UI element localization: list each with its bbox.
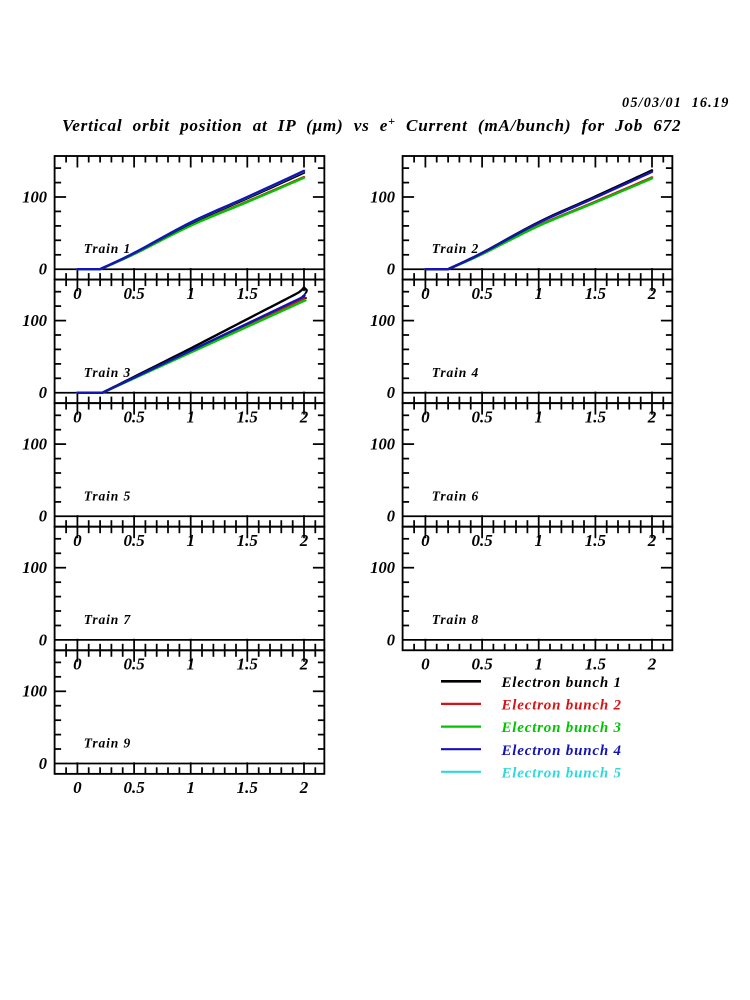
- svg-text:0: 0: [421, 407, 430, 426]
- svg-text:0.5: 0.5: [471, 655, 493, 674]
- svg-text:100: 100: [370, 558, 395, 577]
- svg-text:100: 100: [370, 311, 395, 330]
- svg-text:0: 0: [39, 754, 47, 773]
- svg-text:2: 2: [647, 284, 657, 303]
- svg-text:0: 0: [387, 260, 395, 279]
- svg-text:1: 1: [186, 407, 195, 426]
- svg-text:1.5: 1.5: [237, 531, 259, 550]
- svg-text:Electron bunch 2: Electron bunch 2: [501, 698, 622, 714]
- svg-text:100: 100: [22, 558, 47, 577]
- svg-text:2: 2: [299, 407, 309, 426]
- svg-text:2: 2: [299, 284, 309, 303]
- svg-text:0.5: 0.5: [471, 284, 493, 303]
- svg-text:0: 0: [39, 383, 47, 402]
- svg-text:1.5: 1.5: [585, 655, 607, 674]
- svg-text:0: 0: [39, 630, 47, 649]
- svg-text:0.5: 0.5: [123, 407, 145, 426]
- svg-text:0: 0: [421, 531, 430, 550]
- svg-text:0.5: 0.5: [471, 531, 493, 550]
- svg-text:Electron bunch 5: Electron bunch 5: [501, 765, 622, 781]
- svg-text:1.5: 1.5: [585, 531, 607, 550]
- svg-text:Electron bunch 1: Electron bunch 1: [501, 675, 622, 691]
- svg-text:Train 8: Train 8: [432, 612, 479, 627]
- svg-text:05/03/01 16.19: 05/03/01 16.19: [622, 95, 729, 111]
- svg-text:1.5: 1.5: [237, 407, 259, 426]
- svg-text:100: 100: [22, 435, 47, 454]
- svg-text:Train 2: Train 2: [432, 241, 479, 256]
- svg-text:0: 0: [421, 284, 430, 303]
- svg-text:1: 1: [534, 284, 543, 303]
- svg-text:1: 1: [186, 655, 195, 674]
- svg-text:0: 0: [39, 507, 47, 526]
- svg-text:100: 100: [22, 682, 47, 701]
- svg-text:2: 2: [299, 655, 309, 674]
- svg-text:1: 1: [186, 284, 195, 303]
- svg-text:0: 0: [73, 778, 82, 797]
- svg-text:1: 1: [534, 531, 543, 550]
- svg-text:1.5: 1.5: [237, 778, 259, 797]
- svg-text:100: 100: [22, 187, 47, 206]
- svg-text:2: 2: [647, 655, 657, 674]
- svg-text:2: 2: [647, 407, 657, 426]
- svg-text:1.5: 1.5: [237, 284, 259, 303]
- svg-text:0: 0: [39, 260, 47, 279]
- svg-text:1.5: 1.5: [585, 407, 607, 426]
- svg-text:0: 0: [73, 284, 82, 303]
- svg-text:0: 0: [387, 630, 395, 649]
- svg-text:0: 0: [421, 655, 430, 674]
- svg-text:100: 100: [370, 435, 395, 454]
- svg-text:0: 0: [73, 655, 82, 674]
- svg-text:100: 100: [370, 187, 395, 206]
- svg-text:0: 0: [387, 507, 395, 526]
- svg-text:Electron bunch 4: Electron bunch 4: [501, 743, 622, 759]
- svg-text:0.5: 0.5: [471, 407, 493, 426]
- svg-text:0.5: 0.5: [123, 284, 145, 303]
- svg-text:0: 0: [73, 407, 82, 426]
- svg-text:Train 9: Train 9: [84, 736, 131, 751]
- svg-text:0.5: 0.5: [123, 531, 145, 550]
- svg-text:1.5: 1.5: [237, 655, 259, 674]
- svg-text:Train 5: Train 5: [84, 488, 131, 503]
- svg-text:Train 1: Train 1: [84, 241, 131, 256]
- svg-text:Train 3: Train 3: [84, 365, 131, 380]
- svg-text:2: 2: [299, 778, 309, 797]
- svg-text:0: 0: [387, 383, 395, 402]
- svg-text:0.5: 0.5: [123, 778, 145, 797]
- svg-text:1: 1: [534, 655, 543, 674]
- svg-text:Train 4: Train 4: [432, 365, 479, 380]
- svg-text:2: 2: [299, 531, 309, 550]
- svg-text:1.5: 1.5: [585, 284, 607, 303]
- svg-text:1: 1: [534, 407, 543, 426]
- svg-text:0: 0: [73, 531, 82, 550]
- svg-text:Vertical orbit position at IP: Vertical orbit position at IP (μm) vs e+…: [62, 114, 681, 135]
- svg-text:0.5: 0.5: [123, 655, 145, 674]
- svg-text:Train 7: Train 7: [84, 612, 132, 627]
- svg-text:2: 2: [647, 531, 657, 550]
- svg-text:Train 6: Train 6: [432, 488, 479, 503]
- svg-text:Electron bunch 3: Electron bunch 3: [501, 720, 622, 736]
- svg-text:100: 100: [22, 311, 47, 330]
- svg-text:1: 1: [186, 531, 195, 550]
- svg-text:1: 1: [186, 778, 195, 797]
